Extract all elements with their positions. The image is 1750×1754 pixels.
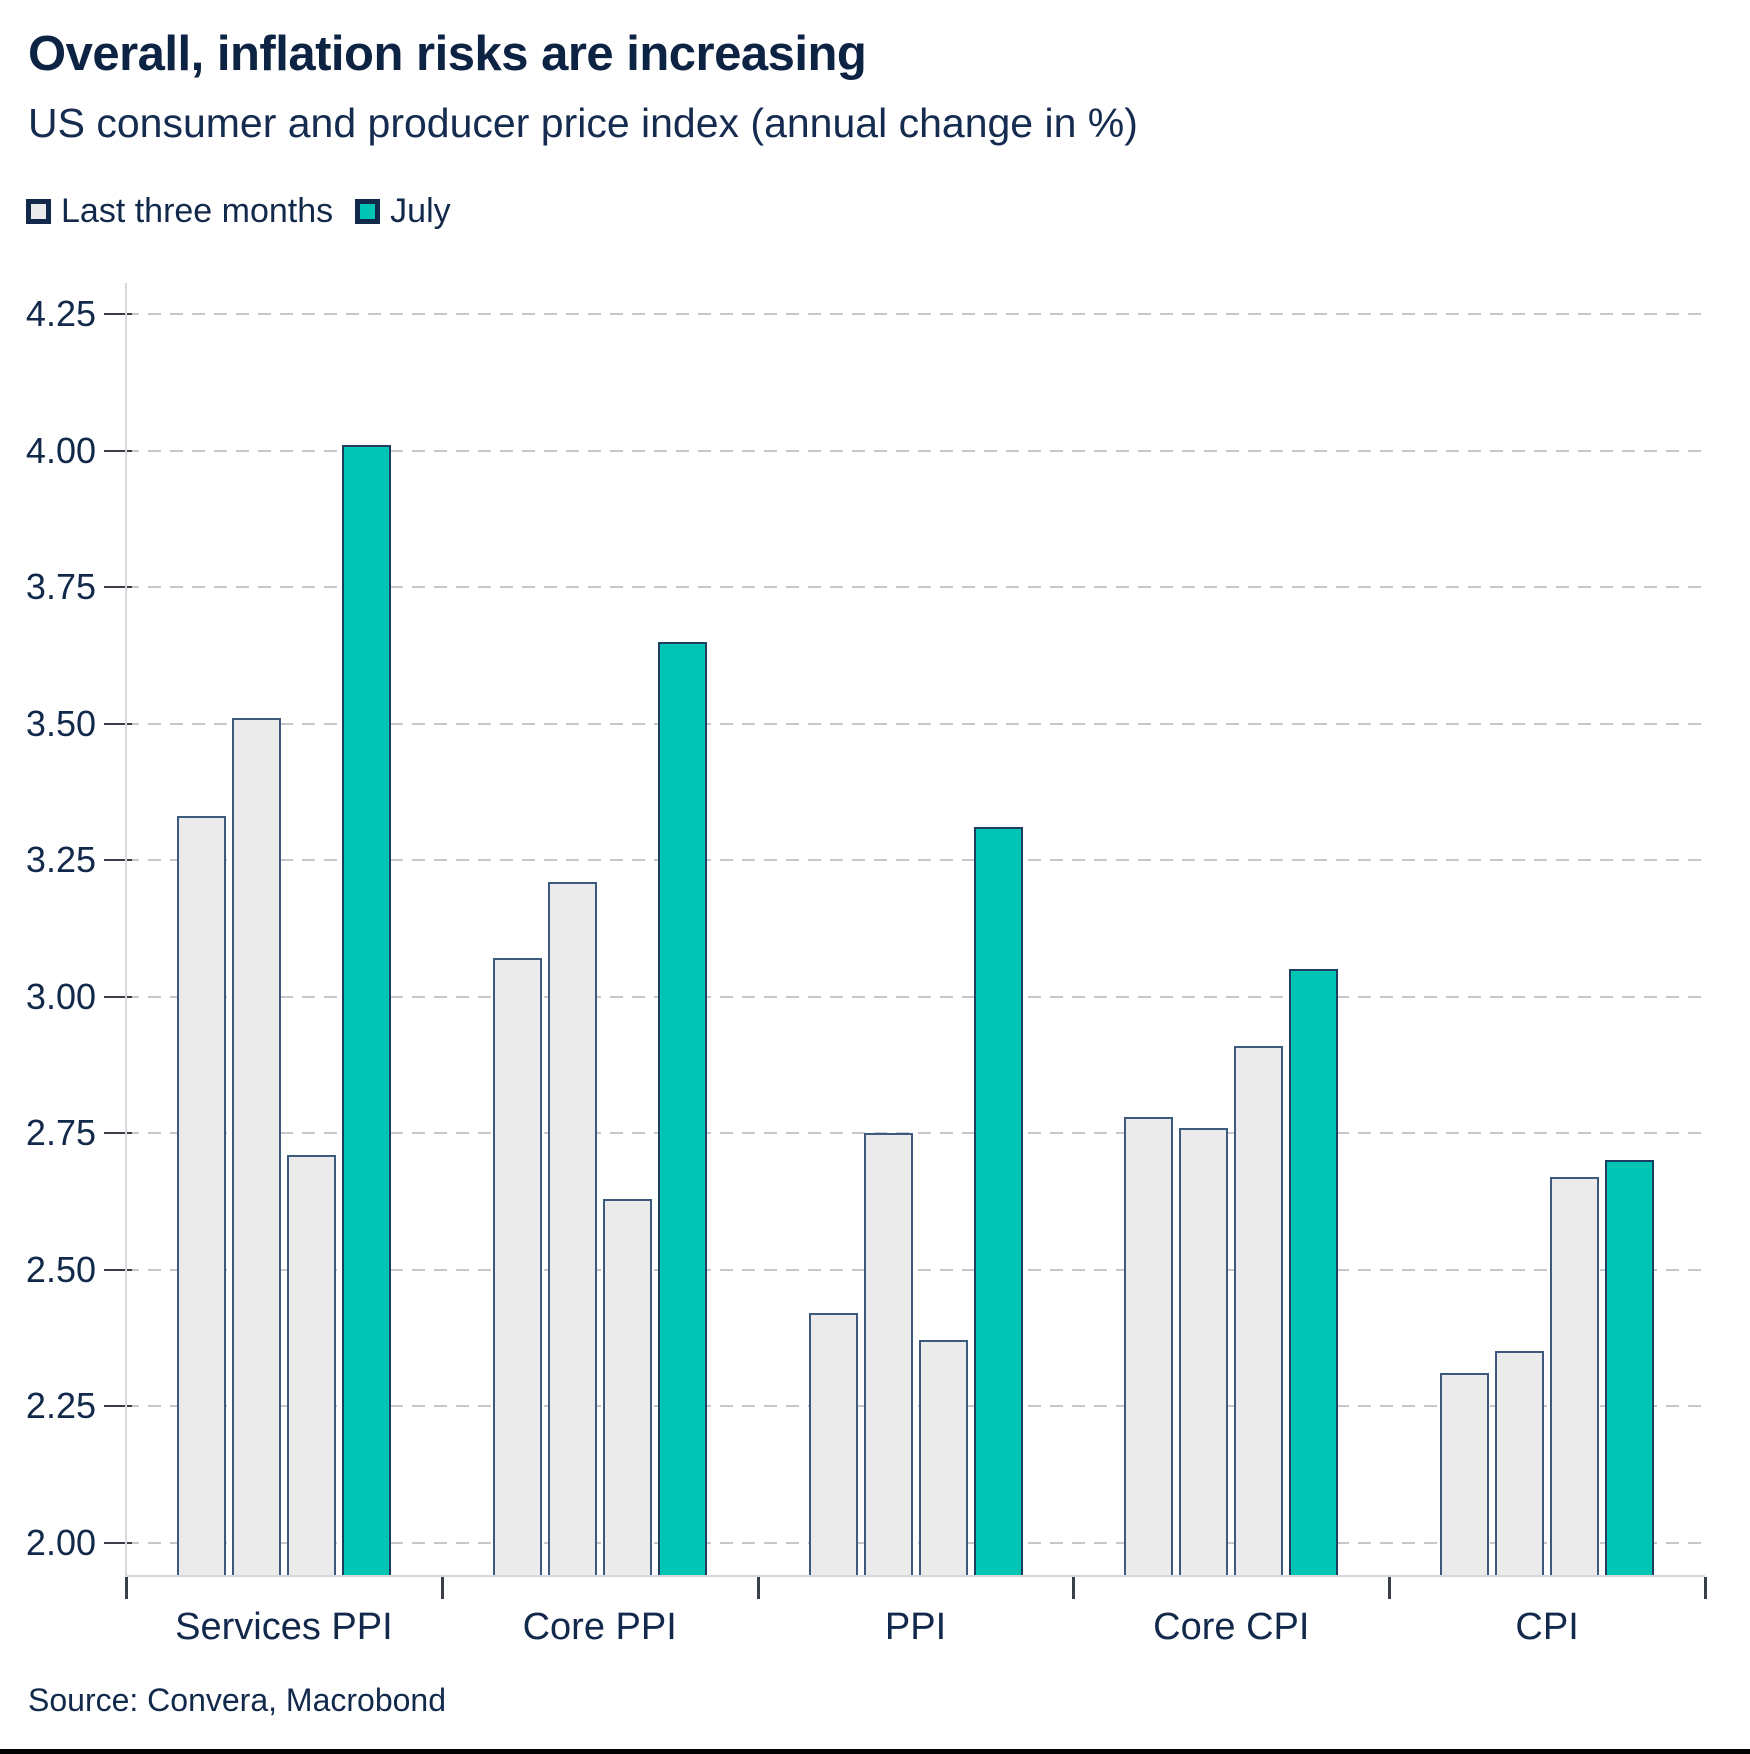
bar-july: [1289, 969, 1339, 1576]
legend-label: Last three months: [61, 192, 334, 230]
bar-last-three-months: [602, 1198, 652, 1576]
bar-last-three-months: [808, 1313, 858, 1576]
y-axis-tick-label: 3.75: [25, 566, 96, 607]
legend-swatch-gray-icon: [26, 199, 51, 224]
y-axis-tick: [104, 995, 132, 998]
chart-title: Overall, inflation risks are increasing: [28, 27, 867, 81]
bar-last-three-months: [176, 816, 226, 1576]
y-axis-tick-label: 3.00: [25, 975, 96, 1017]
legend-item-july: July: [355, 192, 451, 231]
y-axis-line: [125, 283, 127, 1576]
bar-last-three-months: [547, 881, 597, 1576]
y-gridline: [126, 1405, 1705, 1407]
y-axis-tick-label: 2.50: [25, 1248, 96, 1290]
y-gridline: [126, 313, 1705, 315]
y-axis-tick: [104, 1132, 132, 1134]
y-gridline: [126, 859, 1705, 861]
chart-subtitle: US consumer and producer price index (an…: [28, 100, 1138, 146]
source-note: Source: Convera, Macrobond: [28, 1682, 446, 1718]
bar-last-three-months: [1234, 1045, 1284, 1576]
bar-last-three-months: [1550, 1176, 1600, 1576]
x-axis-category-label: Core PPI: [522, 1606, 677, 1648]
y-axis-tick: [104, 1268, 132, 1271]
bar-last-three-months: [1440, 1373, 1490, 1576]
y-axis-tick: [104, 586, 132, 588]
x-axis-tick: [1388, 1577, 1392, 1599]
x-axis-tick: [1704, 1577, 1707, 1599]
legend-swatch-teal-icon: [355, 199, 381, 224]
y-gridline: [126, 1132, 1705, 1134]
y-axis-tick: [104, 859, 132, 861]
bar-last-three-months: [918, 1340, 968, 1576]
x-axis-tick: [756, 1577, 760, 1599]
y-axis-tick-label: 3.50: [25, 702, 96, 744]
y-axis-tick-label: 2.75: [25, 1112, 96, 1153]
bar-last-three-months: [286, 1154, 336, 1576]
x-axis-category-label: PPI: [884, 1606, 947, 1648]
bar-july: [341, 445, 391, 1576]
bar-july: [973, 827, 1023, 1576]
y-axis-tick-label: 4.00: [25, 429, 96, 471]
bar-last-three-months: [492, 958, 542, 1576]
y-gridline: [126, 1541, 1705, 1544]
y-axis-tick: [104, 1405, 132, 1407]
x-axis-tick: [440, 1577, 444, 1599]
bar-last-three-months: [231, 718, 281, 1576]
y-gridline: [126, 449, 1705, 452]
bar-july: [1605, 1160, 1655, 1576]
y-gridline: [126, 586, 1705, 588]
y-gridline: [126, 722, 1705, 725]
y-axis-tick-label: 3.25: [25, 839, 96, 880]
y-axis-tick: [104, 1541, 132, 1544]
y-axis-tick: [104, 449, 132, 452]
y-gridline: [126, 995, 1705, 998]
x-axis-tick: [1072, 1577, 1076, 1599]
bar-last-three-months: [1179, 1127, 1229, 1576]
x-axis-tick: [125, 1577, 128, 1599]
x-axis-category-label: Services PPI: [175, 1606, 393, 1648]
legend-item-last-three-months: Last three months: [26, 192, 333, 231]
y-gridline: [126, 1268, 1705, 1271]
legend-label: July: [390, 192, 451, 230]
legend: Last three months July: [26, 192, 451, 231]
bar-last-three-months: [1495, 1351, 1545, 1576]
bar-july: [657, 641, 707, 1576]
y-axis-tick-label: 2.00: [25, 1521, 96, 1563]
y-axis-tick: [104, 313, 132, 315]
x-axis-category-label: Core CPI: [1153, 1606, 1310, 1648]
footer-divider: [0, 1749, 1750, 1754]
x-axis-category-label: CPI: [1515, 1606, 1579, 1648]
x-axis-line: [126, 1575, 1705, 1577]
y-axis-tick-label: 2.25: [25, 1385, 96, 1426]
y-axis-tick-label: 4.25: [25, 293, 96, 334]
bar-last-three-months: [1124, 1116, 1174, 1576]
y-axis-tick: [104, 722, 132, 725]
bar-last-three-months: [863, 1133, 913, 1576]
